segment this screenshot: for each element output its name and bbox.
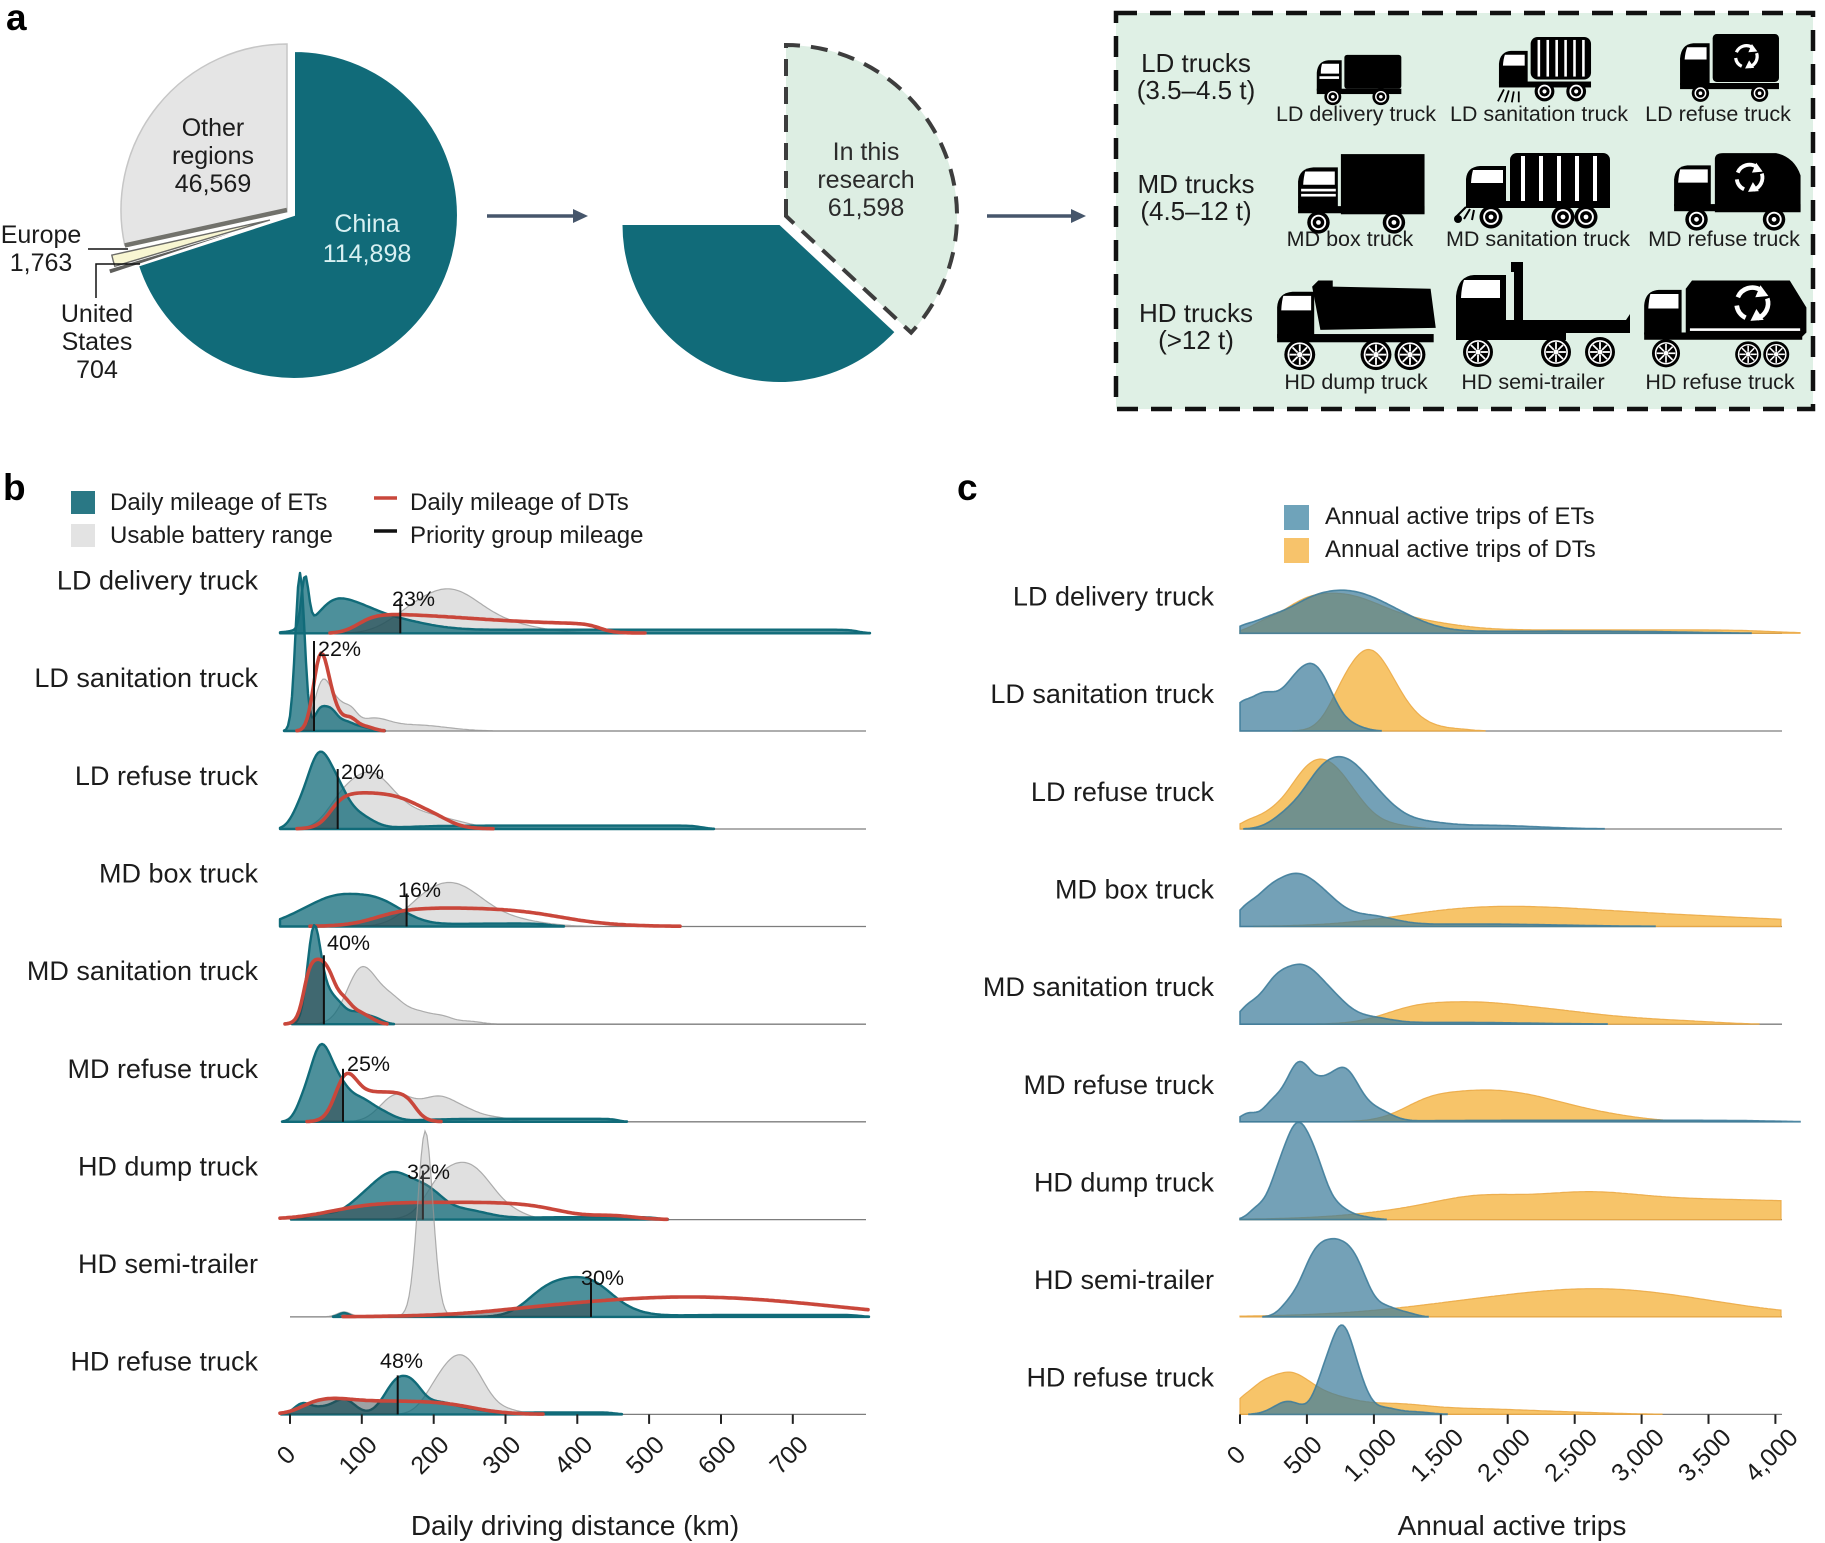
svg-text:16%: 16% xyxy=(398,878,441,902)
svg-text:regions: regions xyxy=(172,142,254,170)
svg-text:46,569: 46,569 xyxy=(175,170,251,198)
svg-text:HD dump truck: HD dump truck xyxy=(1284,370,1428,394)
svg-text:MD refuse truck: MD refuse truck xyxy=(67,1054,258,1084)
svg-text:(>12 t): (>12 t) xyxy=(1158,325,1234,355)
svg-text:LD refuse truck: LD refuse truck xyxy=(75,761,259,791)
svg-text:2,000: 2,000 xyxy=(1472,1423,1536,1487)
svg-text:MD box truck: MD box truck xyxy=(1055,875,1215,905)
svg-text:MD sanitation truck: MD sanitation truck xyxy=(27,956,259,986)
svg-text:2,500: 2,500 xyxy=(1539,1423,1603,1487)
svg-text:22%: 22% xyxy=(318,637,361,661)
svg-text:HD semi-trailer: HD semi-trailer xyxy=(1461,370,1604,394)
svg-text:(4.5–12 t): (4.5–12 t) xyxy=(1140,196,1251,226)
svg-text:HD dump truck: HD dump truck xyxy=(78,1152,259,1182)
svg-text:30%: 30% xyxy=(581,1266,624,1290)
svg-text:HD semi-trailer: HD semi-trailer xyxy=(1034,1265,1214,1295)
svg-text:China: China xyxy=(334,210,399,238)
svg-text:MD sanitation truck: MD sanitation truck xyxy=(1446,227,1630,251)
svg-text:Annual active trips of ETs: Annual active trips of ETs xyxy=(1325,503,1594,530)
svg-text:500: 500 xyxy=(621,1431,670,1480)
svg-text:Daily mileage of ETs: Daily mileage of ETs xyxy=(110,489,327,516)
svg-text:700: 700 xyxy=(764,1431,813,1480)
svg-text:MD refuse truck: MD refuse truck xyxy=(1648,227,1800,251)
svg-text:LD delivery truck: LD delivery truck xyxy=(1276,102,1436,126)
svg-text:c: c xyxy=(957,467,978,508)
svg-text:600: 600 xyxy=(693,1431,742,1480)
svg-text:Annual active trips: Annual active trips xyxy=(1398,1510,1627,1541)
svg-text:HD trucks: HD trucks xyxy=(1139,298,1253,328)
svg-text:3,000: 3,000 xyxy=(1606,1423,1670,1487)
svg-text:300: 300 xyxy=(477,1431,526,1480)
svg-text:61,598: 61,598 xyxy=(828,194,904,222)
svg-text:(3.5–4.5 t): (3.5–4.5 t) xyxy=(1137,75,1256,105)
svg-text:25%: 25% xyxy=(347,1052,390,1076)
svg-text:114,898: 114,898 xyxy=(323,240,412,268)
svg-text:United: United xyxy=(61,300,133,328)
svg-text:1,500: 1,500 xyxy=(1405,1423,1469,1487)
svg-text:HD refuse truck: HD refuse truck xyxy=(70,1346,258,1376)
svg-text:HD refuse truck: HD refuse truck xyxy=(1026,1362,1214,1392)
svg-text:LD delivery truck: LD delivery truck xyxy=(1013,581,1215,611)
svg-text:400: 400 xyxy=(549,1431,598,1480)
svg-text:3,500: 3,500 xyxy=(1673,1423,1737,1487)
svg-text:Priority group mileage: Priority group mileage xyxy=(410,522,643,549)
svg-text:b: b xyxy=(3,467,26,508)
svg-text:0: 0 xyxy=(1222,1441,1252,1471)
svg-text:HD semi-trailer: HD semi-trailer xyxy=(78,1249,258,1279)
svg-text:Annual active trips of DTs: Annual active trips of DTs xyxy=(1325,536,1596,563)
svg-text:LD trucks: LD trucks xyxy=(1141,48,1251,78)
svg-text:In this: In this xyxy=(833,138,900,166)
svg-text:LD sanitation truck: LD sanitation truck xyxy=(34,663,258,693)
svg-text:4,000: 4,000 xyxy=(1740,1423,1804,1487)
svg-text:32%: 32% xyxy=(407,1160,450,1184)
svg-text:Other: Other xyxy=(182,114,245,142)
svg-text:20%: 20% xyxy=(341,760,384,784)
svg-text:500: 500 xyxy=(1279,1431,1328,1480)
svg-text:MD refuse truck: MD refuse truck xyxy=(1023,1070,1214,1100)
svg-text:HD refuse truck: HD refuse truck xyxy=(1645,370,1795,394)
svg-text:48%: 48% xyxy=(380,1349,423,1373)
svg-text:MD box truck: MD box truck xyxy=(99,859,259,889)
svg-text:Europe: Europe xyxy=(1,221,82,249)
svg-text:100: 100 xyxy=(333,1431,382,1480)
svg-text:HD dump truck: HD dump truck xyxy=(1034,1168,1215,1198)
svg-text:LD sanitation truck: LD sanitation truck xyxy=(990,679,1214,709)
svg-text:0: 0 xyxy=(272,1441,302,1471)
svg-text:1,000: 1,000 xyxy=(1338,1423,1402,1487)
svg-text:23%: 23% xyxy=(392,587,435,611)
svg-text:40%: 40% xyxy=(327,931,370,955)
svg-text:MD trucks: MD trucks xyxy=(1138,169,1255,199)
svg-text:704: 704 xyxy=(76,356,118,384)
svg-text:Usable battery range: Usable battery range xyxy=(110,522,333,549)
svg-text:LD refuse truck: LD refuse truck xyxy=(1645,102,1791,126)
svg-text:LD sanitation truck: LD sanitation truck xyxy=(1450,102,1628,126)
svg-text:a: a xyxy=(6,0,27,38)
svg-text:Daily driving distance (km): Daily driving distance (km) xyxy=(411,1510,739,1541)
svg-text:Daily mileage of DTs: Daily mileage of DTs xyxy=(410,489,629,516)
svg-text:1,763: 1,763 xyxy=(10,249,73,277)
svg-text:LD delivery truck: LD delivery truck xyxy=(57,565,259,595)
svg-text:200: 200 xyxy=(405,1431,454,1480)
svg-text:MD sanitation truck: MD sanitation truck xyxy=(983,972,1215,1002)
svg-text:States: States xyxy=(62,328,133,356)
svg-text:LD refuse truck: LD refuse truck xyxy=(1031,777,1215,807)
svg-text:research: research xyxy=(817,166,914,194)
